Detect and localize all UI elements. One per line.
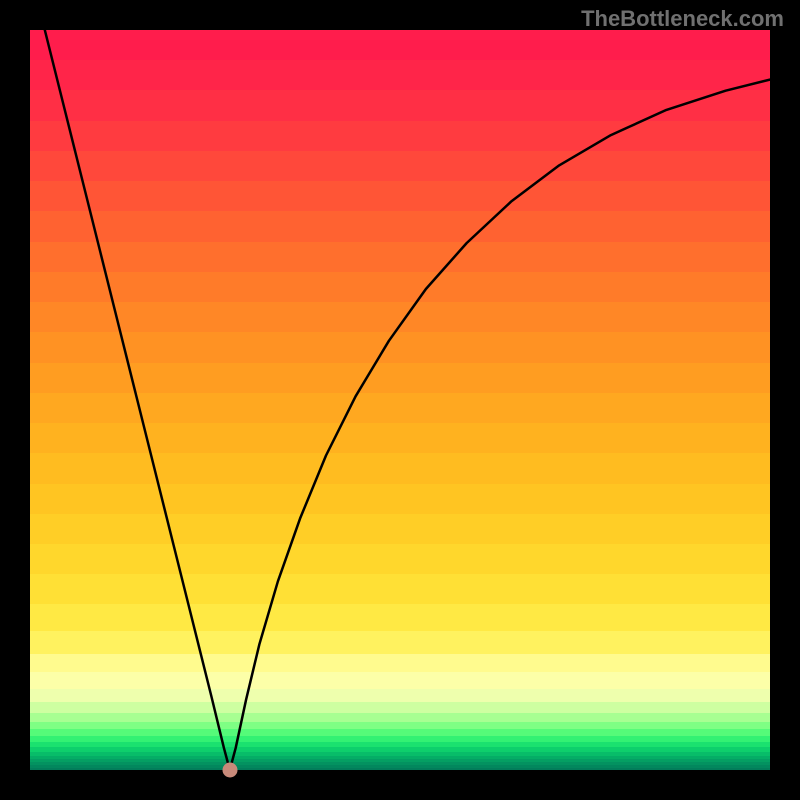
gradient-band (30, 604, 770, 630)
gradient-band (30, 689, 770, 702)
watermark-text: TheBottleneck.com (581, 6, 784, 32)
gradient-band (30, 631, 770, 654)
gradient-band (30, 30, 770, 60)
gradient-band (30, 272, 770, 302)
gradient-band (30, 544, 770, 574)
gradient-band (30, 181, 770, 211)
gradient-band (30, 332, 770, 362)
gradient-band (30, 672, 770, 689)
chart-stage: TheBottleneck.com (0, 0, 800, 800)
gradient-band (30, 393, 770, 423)
gradient-band (30, 574, 770, 604)
gradient-band (30, 729, 770, 736)
gradient-band (30, 484, 770, 514)
gradient-band (30, 722, 770, 730)
gradient-band (30, 302, 770, 332)
gradient-band (30, 90, 770, 120)
gradient-band (30, 211, 770, 241)
gradient-band (30, 121, 770, 151)
gradient-band (30, 514, 770, 544)
gradient-band (30, 242, 770, 272)
gradient-band (30, 60, 770, 90)
gradient-band (30, 713, 770, 722)
gradient-band (30, 654, 770, 673)
gradient-band (30, 363, 770, 393)
plot-area (30, 30, 770, 770)
gradient-band (30, 702, 770, 713)
gradient-band (30, 151, 770, 181)
gradient-band (30, 768, 770, 770)
optimal-point-marker (222, 763, 237, 778)
gradient-background (30, 30, 770, 770)
gradient-band (30, 423, 770, 453)
gradient-band (30, 453, 770, 483)
